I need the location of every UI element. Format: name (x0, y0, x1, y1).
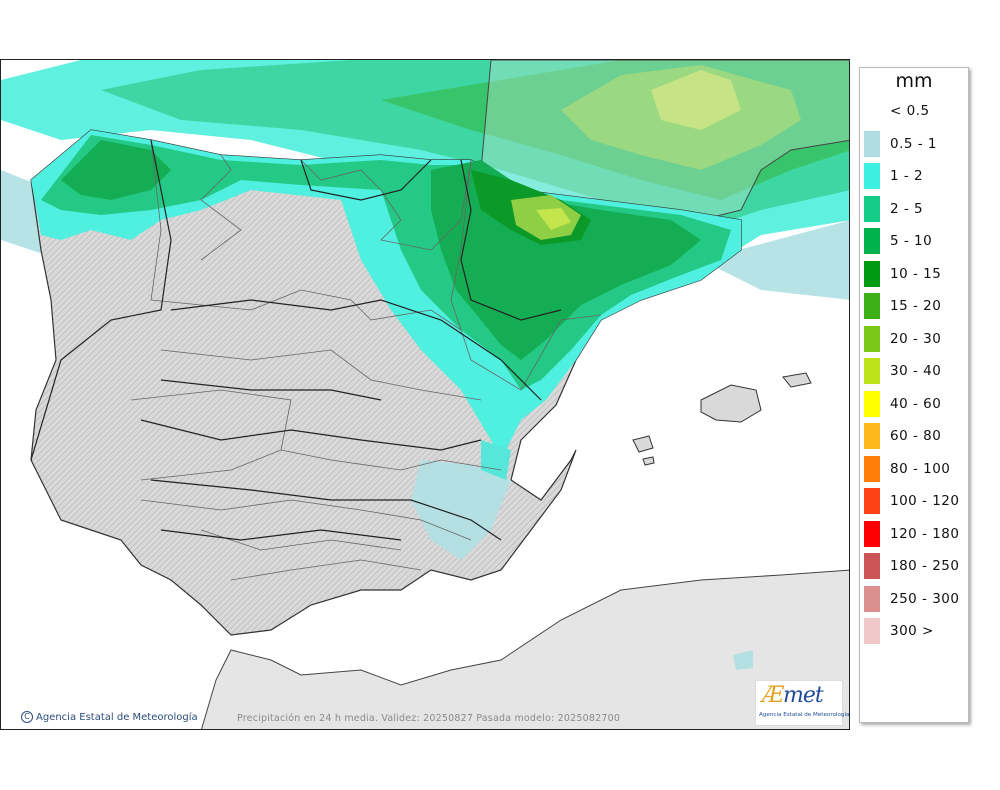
aemet-logo: Æmet Agencia Estatal de Meteorología (755, 680, 849, 726)
legend-label: 100 - 120 (890, 493, 960, 509)
regional-borders (130, 139, 602, 581)
legend-label: 20 - 30 (890, 330, 942, 347)
legend-label: 250 - 300 (890, 590, 960, 607)
legend-label: 180 - 250 (890, 558, 960, 574)
legend-label: 80 - 100 (890, 460, 951, 477)
legend-swatch (864, 618, 880, 644)
africa-land (201, 569, 849, 729)
legend-label: 60 - 80 (890, 428, 942, 444)
ibiza-island (632, 435, 654, 453)
legend-item: 60 - 80 (860, 423, 968, 453)
legend-label: 0.5 - 1 (890, 135, 938, 152)
precip-land-30-40 (536, 208, 571, 230)
legend-swatch (864, 98, 880, 124)
precip-land-5-10 (61, 140, 171, 200)
agency-name: Agencia Estatal de Meteorología (36, 712, 198, 723)
legend-swatch (864, 390, 880, 417)
legend-item: 40 - 60 (860, 390, 968, 421)
mallorca-island (700, 384, 762, 423)
legend-swatch (864, 325, 880, 352)
formentera-island (642, 456, 655, 466)
precipitation-legend: mm < 0.5 0.5 - 1 1 - 2 2 - 5 5 - 10 10 - 15 15… (859, 67, 969, 723)
legend-item: 180 - 250 (860, 553, 968, 583)
legend-item: 5 - 10 (860, 228, 968, 258)
legend-swatch (864, 455, 880, 482)
legend-unit: mm (895, 70, 933, 92)
precip-sea-patch-africa (733, 650, 753, 670)
legend-item: 10 - 15 (860, 260, 968, 291)
menorca-island (782, 372, 812, 388)
agency-credit: C Agencia Estatal de Meteorología (21, 711, 198, 723)
legend-label: 40 - 60 (890, 395, 942, 412)
precip-sea-east (701, 220, 849, 300)
aemet-logo-subtitle: Agencia Estatal de Meteorología (759, 712, 850, 718)
precip-sea-20-30 (651, 70, 741, 130)
legend-item: 120 - 180 (860, 520, 968, 551)
legend-item: 20 - 30 (860, 325, 968, 356)
legend-label: 2 - 5 (890, 200, 924, 217)
aemet-logo-text: Æmet (762, 683, 824, 708)
legend-swatch (864, 163, 880, 189)
map-canvas (1, 60, 849, 729)
legend-label: 5 - 10 (890, 233, 933, 249)
legend-swatch (864, 520, 880, 547)
legend-item: 100 - 120 (860, 488, 968, 518)
legend-item: 0.5 - 1 (860, 130, 968, 161)
map-caption: Precipitación en 24 h media. Validez: 20… (237, 713, 621, 724)
legend-label: 10 - 15 (890, 265, 942, 282)
legend-label: < 0.5 (890, 103, 930, 119)
legend-label: 120 - 180 (890, 525, 960, 542)
legend-label: 30 - 40 (890, 363, 942, 379)
legend-item: 2 - 5 (860, 195, 968, 226)
legend-item: 15 - 20 (860, 293, 968, 323)
legend-swatch (864, 260, 880, 287)
copyright-icon: C (21, 711, 33, 723)
legend-item: 250 - 300 (860, 585, 968, 616)
legend-item: < 0.5 (860, 98, 968, 128)
legend-swatch (864, 488, 880, 514)
precip-land-1-2-se (481, 440, 511, 480)
legend-item: 1 - 2 (860, 163, 968, 193)
ccaa-borders (30, 139, 562, 541)
legend-swatch (864, 553, 880, 579)
legend-label: 15 - 20 (890, 298, 942, 314)
legend-label: 1 - 2 (890, 168, 924, 184)
legend-label: 300 > (890, 623, 934, 639)
legend-swatch (864, 423, 880, 449)
legend-item: 30 - 40 (860, 358, 968, 388)
legend-swatch (864, 358, 880, 384)
legend-swatch (864, 130, 880, 157)
legend-swatch (864, 585, 880, 612)
precipitation-map (0, 59, 850, 730)
legend-item: 300 > (860, 618, 968, 648)
legend-swatch (864, 195, 880, 222)
legend-swatch (864, 293, 880, 319)
precip-land-0.5-1-se (411, 460, 511, 560)
legend-swatch (864, 228, 880, 254)
legend-item: 80 - 100 (860, 455, 968, 486)
